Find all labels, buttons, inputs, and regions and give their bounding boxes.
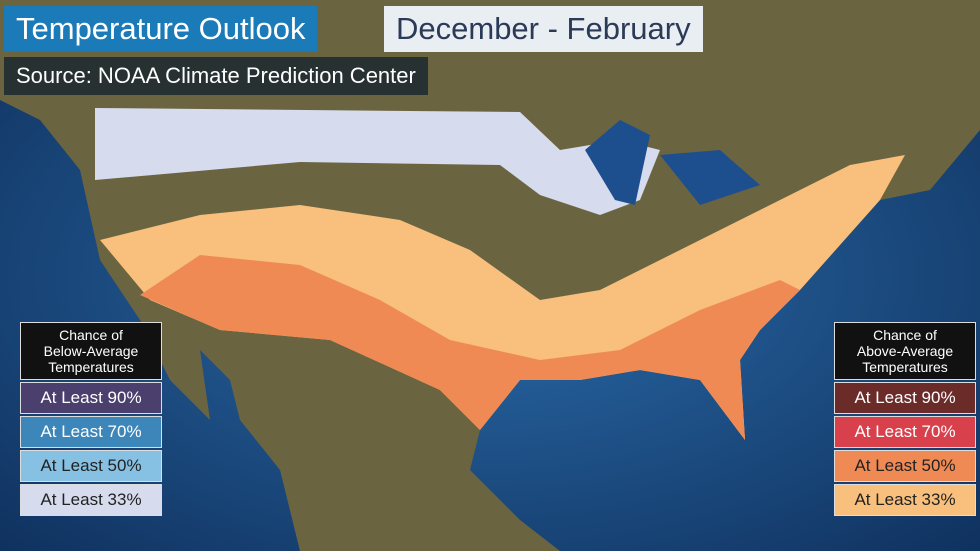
legend-below: Chance of Below-Average Temperatures At Lea…	[20, 322, 162, 516]
title: Temperature Outlook	[4, 6, 318, 52]
legend-item: At Least 50%	[20, 450, 162, 482]
legend-item: At Least 33%	[20, 484, 162, 516]
legend-title-line: Chance of	[873, 327, 937, 343]
zone-above-50	[140, 255, 800, 440]
legend-title-line: Below-Average	[43, 343, 139, 359]
legend-title: Chance of Below-Average Temperatures	[20, 322, 162, 380]
legend-item: At Least 90%	[834, 382, 976, 414]
legend-title-line: Temperatures	[862, 359, 948, 375]
period: December - February	[384, 6, 703, 52]
source: Source: NOAA Climate Prediction Center	[4, 57, 428, 95]
legend-title: Chance of Above-Average Temperatures	[834, 322, 976, 380]
legend-item: At Least 70%	[834, 416, 976, 448]
great-lakes	[585, 120, 760, 205]
legend-item: At Least 33%	[834, 484, 976, 516]
legend-title-line: Above-Average	[856, 343, 954, 359]
legend-title-line: Temperatures	[48, 359, 134, 375]
legend-item: At Least 70%	[20, 416, 162, 448]
legend-title-line: Chance of	[59, 327, 123, 343]
legend-above: Chance of Above-Average Temperatures At Lea…	[834, 322, 976, 516]
zone-below-33	[95, 108, 660, 215]
legend-item: At Least 90%	[20, 382, 162, 414]
legend-item: At Least 50%	[834, 450, 976, 482]
